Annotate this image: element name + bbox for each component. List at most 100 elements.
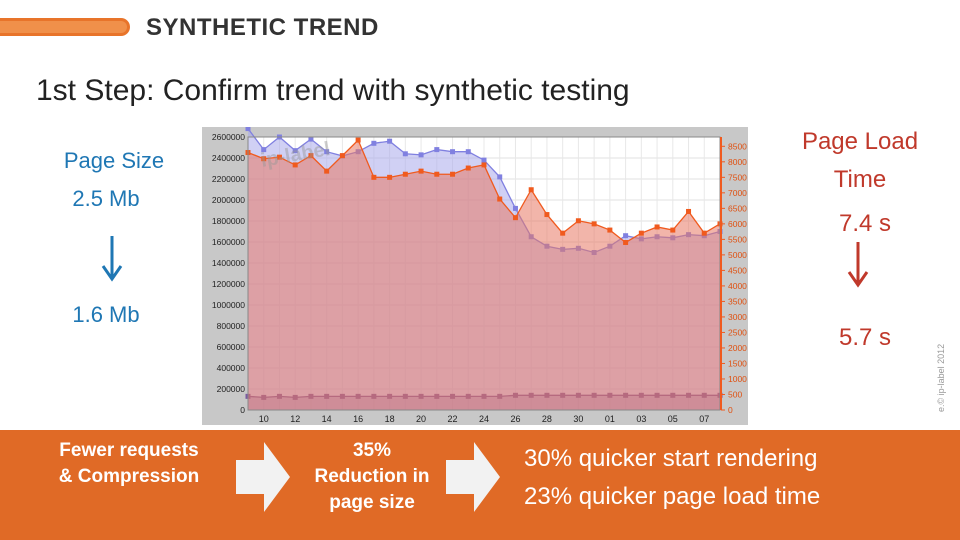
series-3-point — [607, 227, 613, 233]
right-tick-label: 8000 — [728, 157, 747, 167]
right-tick-label: 500 — [728, 389, 742, 399]
left-tick-label: 800000 — [217, 321, 246, 331]
series-3-point — [402, 171, 408, 177]
series-3-point — [465, 165, 471, 171]
left-tick-label: 1400000 — [212, 258, 245, 268]
series-3-point — [528, 187, 534, 193]
x-tick-label: 14 — [322, 414, 332, 424]
series-3-point — [339, 153, 345, 159]
step2-line3: page size — [329, 492, 415, 513]
right-tick-label: 3000 — [728, 312, 747, 322]
left-tick-label: 2600000 — [212, 132, 245, 142]
series-1-point — [308, 136, 314, 142]
series-area-3 — [248, 140, 720, 410]
page-load-title-line2: Time — [833, 166, 887, 193]
series-3-point — [434, 171, 440, 177]
left-tick-label: 2200000 — [212, 174, 245, 184]
step2-line2: Reduction in — [314, 466, 430, 487]
chevron-arrow-icon-2 — [446, 442, 500, 512]
series-3-point — [387, 174, 393, 180]
right-tick-label: 8500 — [728, 141, 747, 151]
page-load-from: 7.4 s — [838, 210, 892, 237]
right-tick-label: 6000 — [728, 219, 747, 229]
left-tick-label: 200000 — [217, 384, 246, 394]
series-3-point — [560, 230, 566, 236]
page-size-from: 2.5 Mb — [72, 186, 140, 211]
series-3-point — [701, 230, 707, 236]
series-1-point — [292, 148, 298, 154]
trend-chart: 0 200000 400000 600000 800000 1000000 1200000 1… — [212, 126, 747, 424]
right-tick-label: 7500 — [728, 172, 747, 182]
left-tick-label: 1800000 — [212, 216, 245, 226]
series-1-point — [418, 152, 424, 158]
series-1-point — [512, 205, 518, 211]
section-title: SYNTHETIC TREND — [146, 14, 379, 41]
series-1-point — [261, 147, 267, 153]
page-load-to: 5.7 s — [838, 324, 892, 351]
x-tick-label: 03 — [636, 414, 646, 424]
results-text: 30% quicker start rendering 23% quicker … — [524, 440, 820, 516]
x-tick-label: 22 — [448, 414, 458, 424]
series-3-point — [276, 154, 282, 160]
right-tick-label: 7000 — [728, 188, 747, 198]
step1-line1: Fewer requests — [59, 440, 199, 461]
result-line2: 23% quicker page load time — [524, 483, 821, 510]
series-1-point — [450, 149, 456, 155]
page-size-title: Page Size — [63, 148, 165, 173]
series-1-point — [402, 151, 408, 157]
right-tick-label: 6500 — [728, 203, 747, 213]
x-tick-label: 24 — [479, 414, 489, 424]
chart-frame: 0 200000 400000 600000 800000 1000000 1200000 1… — [202, 126, 748, 425]
series-1-point — [623, 233, 629, 239]
left-tick-label: 400000 — [217, 363, 246, 373]
down-arrow-icon-left — [101, 236, 123, 282]
x-tick-label: 07 — [699, 414, 709, 424]
x-tick-label: 12 — [290, 414, 300, 424]
left-tick-label: 2000000 — [212, 195, 245, 205]
series-3-point — [355, 137, 361, 143]
series-3-point — [654, 224, 660, 230]
series-1-point — [371, 140, 377, 146]
x-tick-label: 18 — [385, 414, 395, 424]
series-3-point — [670, 227, 676, 233]
x-tick-label: 01 — [605, 414, 615, 424]
series-1-point — [324, 149, 330, 155]
series-1-point — [465, 149, 471, 155]
right-tick-label: 4500 — [728, 265, 747, 275]
right-tick-label: 5000 — [728, 250, 747, 260]
x-tick-label: 10 — [259, 414, 269, 424]
series-3-point — [308, 153, 314, 159]
step2-text: 35% Reduction in page size — [292, 438, 452, 516]
series-3-point — [418, 168, 424, 174]
series-1-point — [497, 174, 503, 180]
series-1-point — [387, 138, 393, 144]
series-3-point — [638, 230, 644, 236]
series-1-point — [481, 157, 487, 163]
right-tick-label: 3500 — [728, 296, 747, 306]
series-3-point — [575, 218, 581, 224]
right-tick-label: 1500 — [728, 358, 747, 368]
right-tick-label: 2500 — [728, 327, 747, 337]
left-tick-label: 600000 — [217, 342, 246, 352]
series-1-point — [434, 147, 440, 153]
x-tick-label: 26 — [510, 414, 520, 424]
series-3-point — [497, 196, 503, 202]
step2-line1: 35% — [352, 440, 392, 461]
x-tick-label: 20 — [416, 414, 426, 424]
left-tick-label: 0 — [240, 405, 245, 415]
copyright-note: e.© ip-label 2012 — [936, 343, 946, 412]
series-3-point — [686, 208, 692, 214]
x-tick-label: 16 — [353, 414, 363, 424]
result-line1: 30% quicker start rendering — [524, 445, 818, 472]
series-3-point — [450, 171, 456, 177]
left-tick-label: 1200000 — [212, 279, 245, 289]
left-tick-label: 2400000 — [212, 153, 245, 163]
series-3-point — [623, 239, 629, 245]
series-3-point — [481, 162, 487, 168]
series-3-point — [544, 212, 550, 218]
page-load-title-line1: Page Load — [801, 128, 919, 155]
series-3-point — [512, 215, 518, 221]
x-tick-label: 05 — [668, 414, 678, 424]
series-3-point — [261, 156, 267, 162]
down-arrow-icon-right — [847, 242, 869, 288]
